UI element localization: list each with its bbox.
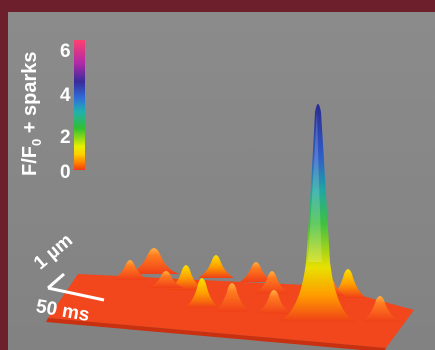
colorbar <box>74 40 85 170</box>
plot-panel <box>8 12 435 350</box>
scale-bar-time <box>47 286 105 302</box>
colorbar-tick-6: 6 <box>60 41 71 62</box>
spark-peak <box>184 278 220 308</box>
colorbar-tick-4: 4 <box>60 85 71 106</box>
scale-bar-space <box>47 272 65 290</box>
spark-peak <box>214 283 250 312</box>
spark-peak <box>112 260 148 280</box>
spark-peak <box>362 296 400 322</box>
spark-peak <box>254 271 290 294</box>
spark-peak <box>256 290 292 314</box>
colorbar-tick-0: 0 <box>60 162 71 183</box>
surface-plot <box>46 104 414 350</box>
surface-edge <box>46 318 386 350</box>
spark-peak <box>168 265 204 290</box>
colorbar-title: F/F0 + sparks <box>19 51 44 176</box>
spark-peak <box>148 271 184 288</box>
tall-spark-highlight <box>308 110 322 262</box>
spark-peak <box>128 248 180 274</box>
spark-peak <box>198 255 234 278</box>
spark-peak <box>240 262 272 282</box>
tall-spark-peak <box>278 104 356 322</box>
colorbar-tick-2: 2 <box>60 127 71 148</box>
